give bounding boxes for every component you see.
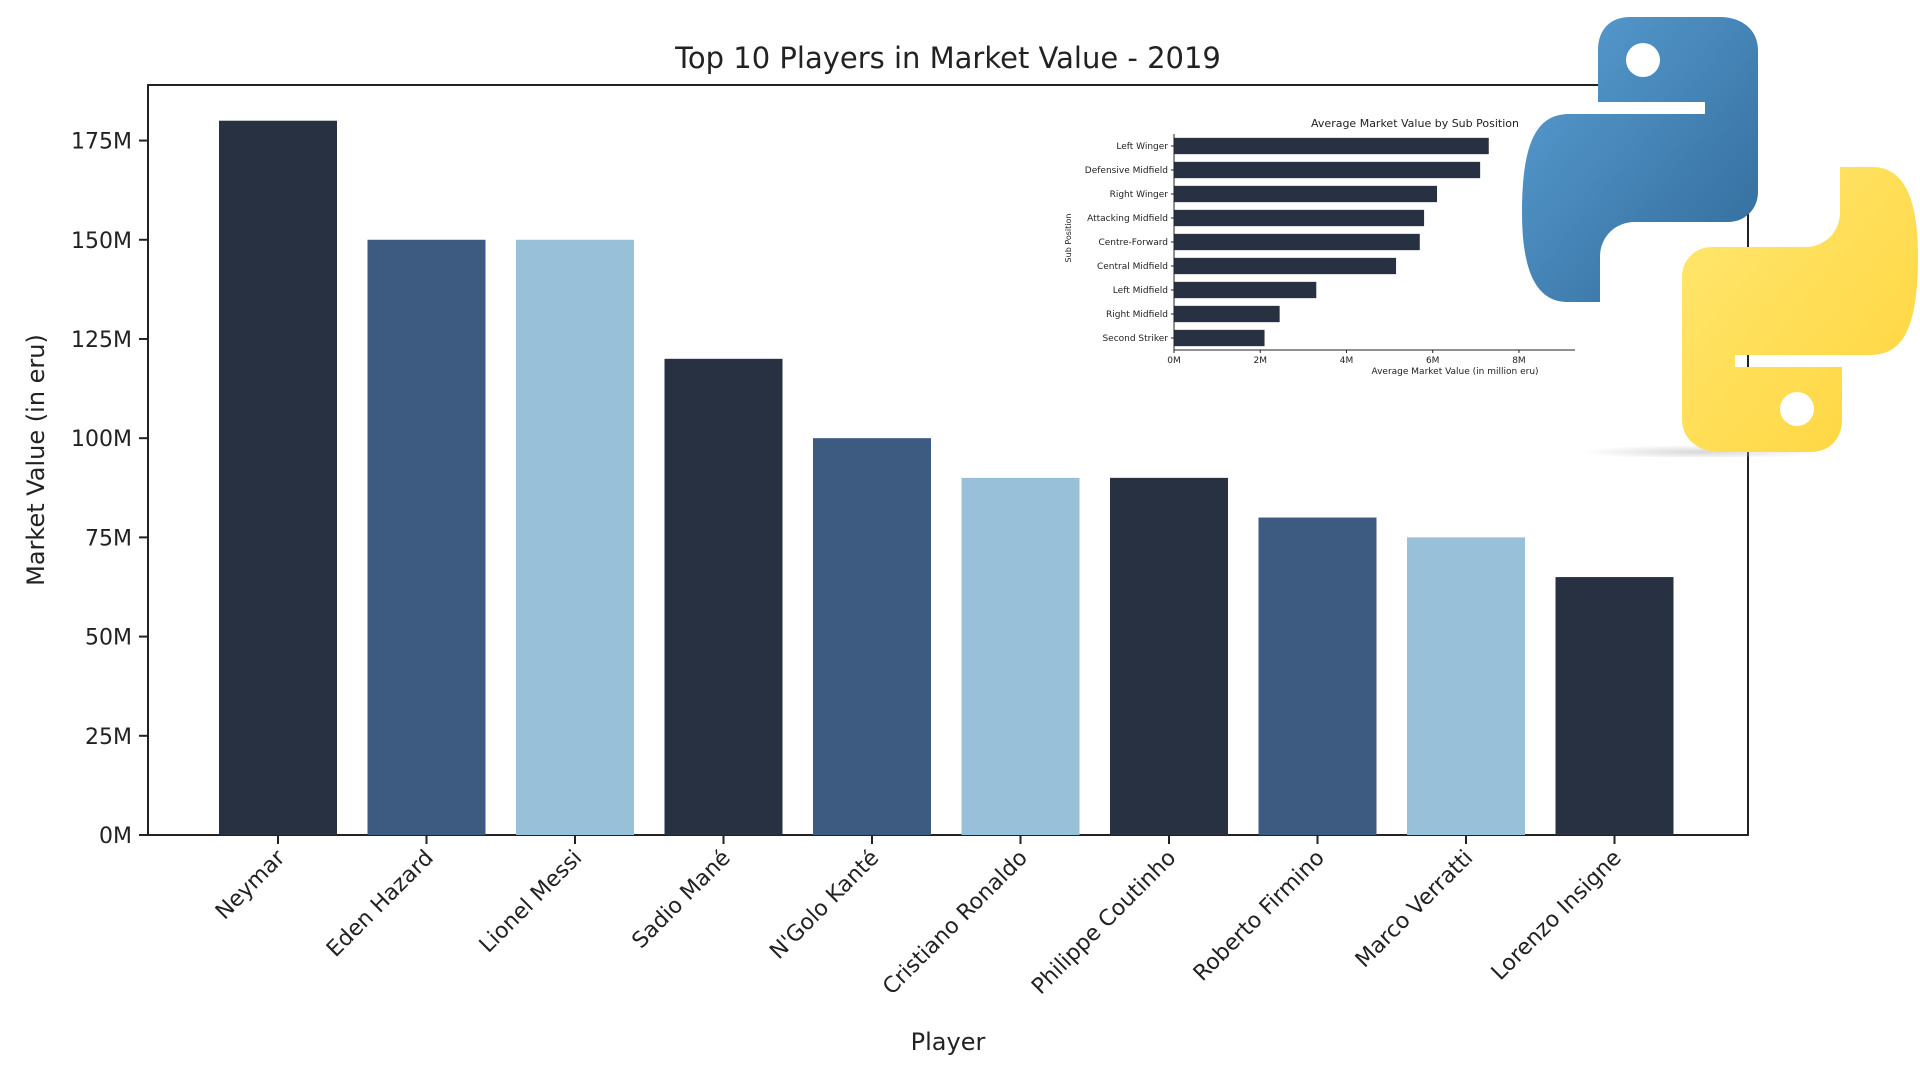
bar: [813, 438, 931, 835]
inset-bar: [1174, 329, 1265, 347]
bar: [516, 239, 634, 835]
inset-y-tick-label: Attacking Midfield: [1087, 214, 1168, 224]
x-tick-label: Roberto Firmino: [1189, 846, 1330, 987]
x-tick-label: Philippe Coutinho: [1027, 846, 1181, 1000]
y-tick-label: 0M: [99, 824, 132, 849]
bar: [219, 120, 337, 835]
x-tick-label: N'Golo Kanté: [765, 846, 884, 965]
x-axis-ticks: Neymar Eden Hazard Lionel Messi Sadio Mané N…: [211, 835, 1627, 1000]
bar-series: [219, 120, 1674, 835]
python-eye-yellow: [1780, 392, 1814, 426]
y-tick-label: 25M: [85, 725, 132, 750]
inset-y-tick-label: Defensive Midfield: [1085, 166, 1168, 176]
inset-title: Average Market Value by Sub Position: [1311, 117, 1519, 130]
bar: [1110, 477, 1228, 835]
inset-x-tick-label: 4M: [1340, 356, 1354, 366]
x-tick-label: Cristiano Ronaldo: [878, 846, 1032, 1000]
inset-bar: [1174, 185, 1438, 203]
inset-y-tick-label: Right Winger: [1110, 190, 1169, 200]
inset-bar: [1174, 281, 1317, 299]
python-eye-blue: [1626, 43, 1660, 77]
inset-x-tick-label: 8M: [1512, 356, 1526, 366]
bar: [1407, 537, 1525, 835]
x-tick-label: Sadio Mané: [628, 846, 736, 954]
y-tick-label: 50M: [85, 626, 132, 651]
x-tick-label: Eden Hazard: [322, 846, 439, 963]
inset-x-tick-label: 2M: [1253, 356, 1267, 366]
y-axis-label: Market Value (in eru): [22, 334, 50, 586]
x-tick-label: Lionel Messi: [475, 846, 587, 958]
x-tick-label: Lorenzo Insigne: [1487, 846, 1627, 986]
python-logo-icon: [1522, 17, 1918, 457]
inset-y-tick-label: Centre-Forward: [1098, 238, 1168, 248]
bar: [1258, 517, 1377, 835]
inset-y-axis-label: Sub Position: [1064, 214, 1073, 263]
inset-bar-series: [1174, 137, 1489, 347]
inset-bar: [1174, 209, 1425, 227]
y-tick-label: 150M: [71, 229, 132, 254]
inset-bar: [1174, 305, 1280, 323]
chart-title: Top 10 Players in Market Value - 2019: [674, 41, 1221, 75]
inset-x-axis-label: Average Market Value (in million eru): [1371, 367, 1538, 377]
inset-chart: Average Market Value by Sub Position Sub…: [1055, 110, 1625, 390]
inset-y-tick-label: Left Winger: [1116, 142, 1168, 152]
bar: [961, 477, 1080, 835]
x-tick-label: Marco Verratti: [1351, 846, 1478, 973]
bar: [1555, 577, 1674, 835]
inset-x-tick-label: 0M: [1167, 356, 1181, 366]
python-snake-blue: [1522, 17, 1758, 302]
inset-y-tick-label: Second Striker: [1102, 334, 1168, 344]
bar: [664, 358, 783, 835]
y-tick-label: 125M: [71, 328, 132, 353]
inset-bar: [1174, 257, 1397, 275]
bar: [367, 239, 486, 835]
x-axis-label: Player: [911, 1028, 986, 1056]
python-snake-yellow: [1682, 167, 1918, 452]
inset-bar: [1174, 137, 1489, 155]
inset-bar: [1174, 161, 1481, 179]
inset-y-tick-label: Right Midfield: [1106, 310, 1168, 320]
y-tick-label: 175M: [71, 130, 132, 155]
inset-bar: [1174, 233, 1420, 251]
y-axis-ticks: 0M 25M 50M 75M 100M 125M 150M 175M: [71, 130, 148, 849]
y-tick-label: 75M: [85, 526, 132, 551]
inset-y-tick-label: Central Midfield: [1097, 262, 1168, 272]
y-tick-label: 100M: [71, 427, 132, 452]
inset-y-tick-label: Left Midfield: [1113, 286, 1168, 296]
x-tick-label: Neymar: [211, 845, 291, 925]
inset-x-tick-label: 6M: [1426, 356, 1440, 366]
